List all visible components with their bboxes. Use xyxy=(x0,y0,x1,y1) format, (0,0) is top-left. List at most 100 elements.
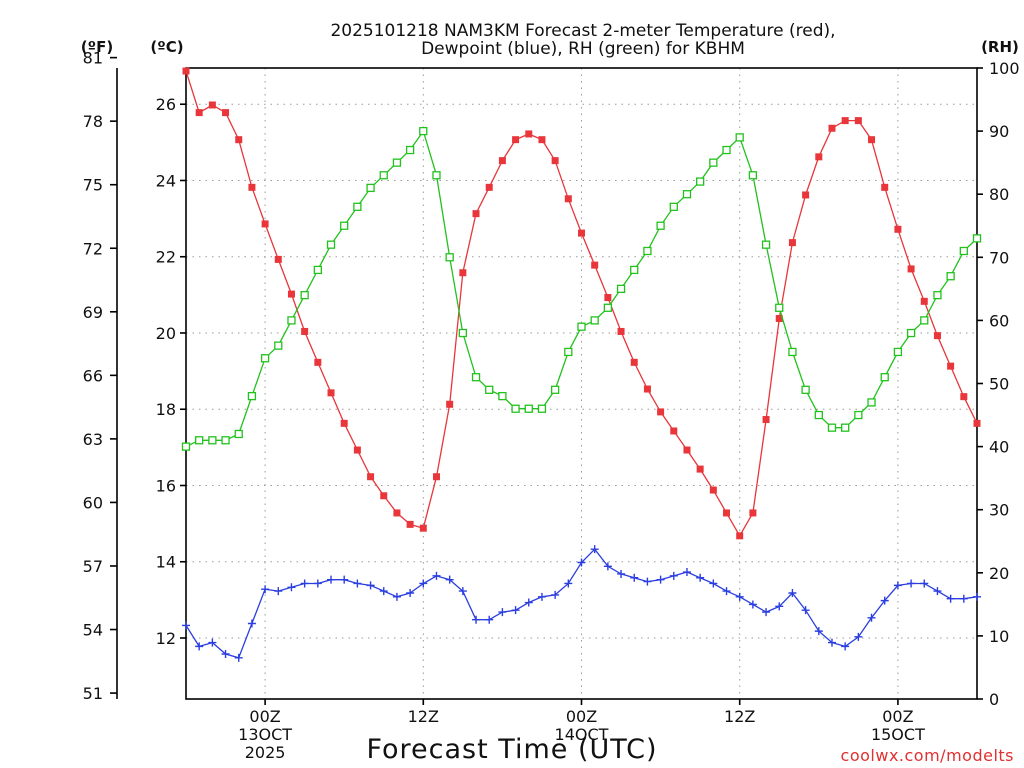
relative-humidity-point xyxy=(195,436,204,445)
2-meter-temperature-point xyxy=(762,416,770,424)
relative-humidity-point xyxy=(682,190,692,199)
2-meter-temperature-point xyxy=(195,109,203,117)
2-meter-temperature-point xyxy=(498,157,506,165)
relative-humidity-point xyxy=(946,272,955,281)
dewpoint-point xyxy=(735,592,744,601)
2-meter-temperature-point xyxy=(472,210,480,218)
2-meter-temperature-point xyxy=(564,195,572,203)
dewpoint-point xyxy=(854,632,863,641)
2-meter-temperature-point xyxy=(868,136,876,144)
dewpoint-point xyxy=(656,575,665,584)
dewpoint-point xyxy=(406,589,415,598)
rh-tick-label: 40 xyxy=(989,438,1009,457)
relative-humidity-point xyxy=(761,240,771,249)
rh-tick-label: 10 xyxy=(989,627,1009,646)
relative-humidity-point xyxy=(274,341,283,350)
2-meter-temperature-point xyxy=(380,492,388,500)
fahrenheit-tick-label: 75 xyxy=(83,176,103,195)
relative-humidity-point xyxy=(814,410,823,420)
relative-humidity-point xyxy=(722,145,731,155)
dewpoint-point xyxy=(814,627,823,636)
dewpoint-point xyxy=(366,581,375,590)
relative-humidity-point xyxy=(471,373,481,382)
time-tick-label: 12Z xyxy=(408,707,439,726)
text-layer: 2025101218 NAM3KM Forecast 2-meter Tempe… xyxy=(81,21,1019,765)
2-meter-temperature-point xyxy=(485,183,493,191)
dewpoint-point xyxy=(300,579,309,588)
fahrenheit-unit-label: (ºF) xyxy=(81,38,113,56)
dewpoint-point xyxy=(551,590,560,599)
celsius-tick-label: 12 xyxy=(156,629,176,648)
celsius-tick-label: 20 xyxy=(156,324,176,343)
rh-tick-label: 50 xyxy=(989,375,1009,394)
chart-title-line-2: Dewpoint (blue), RH (green) for KBHM xyxy=(421,39,745,59)
dewpoint-point xyxy=(498,608,507,617)
dewpoint-point xyxy=(827,638,836,647)
chart-title-line-1: 2025101218 NAM3KM Forecast 2-meter Tempe… xyxy=(330,21,835,41)
relative-humidity-point xyxy=(893,347,903,357)
relative-humidity-point xyxy=(867,398,876,407)
2-meter-temperature-point xyxy=(578,229,585,237)
2-meter-temperature-point xyxy=(301,327,309,335)
2-meter-temperature-point xyxy=(854,117,862,125)
celsius-tick-label: 16 xyxy=(156,476,176,495)
dewpoint-point xyxy=(208,638,217,647)
2-meter-temperature-point xyxy=(973,419,981,427)
2-meter-temperature-point xyxy=(617,327,625,335)
2-meter-temperature-point xyxy=(907,265,915,273)
2-meter-temperature-point xyxy=(222,109,230,117)
dewpoint-point xyxy=(946,594,955,603)
relative-humidity-point xyxy=(340,221,349,230)
2-meter-temperature-point xyxy=(841,117,849,125)
2-meter-temperature-point xyxy=(630,358,638,366)
time-tick-label: 00Z xyxy=(882,707,913,726)
relative-humidity-point xyxy=(405,145,415,155)
dewpoint-point xyxy=(261,585,270,594)
2-meter-temperature-point xyxy=(604,294,612,302)
dewpoint-point xyxy=(221,650,230,659)
relative-humidity-point xyxy=(419,126,428,136)
relative-humidity-point xyxy=(630,265,639,275)
dewpoint-series xyxy=(182,545,981,662)
rh-tick-label: 30 xyxy=(989,501,1009,520)
relative-humidity-point xyxy=(669,202,678,211)
relative-humidity-point xyxy=(590,316,599,325)
2-meter-temperature-point xyxy=(749,509,757,517)
2-meter-temperature-point xyxy=(947,362,955,370)
dewpoint-point xyxy=(801,606,810,615)
relative-humidity-point xyxy=(841,423,850,432)
dewpoint-point xyxy=(643,577,652,586)
2-meter-temperature-point xyxy=(723,509,731,517)
relative-humidity-point xyxy=(432,171,441,180)
relative-humidity-point xyxy=(326,240,336,249)
dewpoint-point xyxy=(327,575,336,584)
dewpoint-point xyxy=(247,619,256,628)
2-meter-temperature-point xyxy=(340,419,348,427)
fahrenheit-tick-label: 54 xyxy=(83,621,103,640)
dewpoint-point xyxy=(907,579,916,588)
fahrenheit-tick-label: 72 xyxy=(83,239,103,258)
2-meter-temperature-point xyxy=(551,157,559,165)
celsius-tick-label: 22 xyxy=(156,248,176,267)
2-meter-temperature-point xyxy=(683,446,691,454)
2-meter-temperature-point xyxy=(802,191,810,199)
dewpoint-point xyxy=(287,583,296,592)
2-meter-temperature-point xyxy=(591,261,599,269)
time-tick-label: 15OCT xyxy=(871,725,925,744)
rh-tick-label: 60 xyxy=(989,311,1009,330)
2-meter-temperature-point xyxy=(894,225,902,233)
fahrenheit-tick-label: 69 xyxy=(83,303,103,322)
2-meter-temperature-point xyxy=(736,532,744,540)
credit-link[interactable]: coolwx.com/modelts xyxy=(841,746,1014,765)
fahrenheit-tick-label: 51 xyxy=(83,684,103,703)
2-meter-temperature-point xyxy=(393,509,401,517)
dewpoint-point xyxy=(788,589,797,598)
2-meter-temperature-point xyxy=(248,183,256,191)
dewpoint-point xyxy=(524,598,533,607)
relative-humidity-point xyxy=(735,133,744,142)
fahrenheit-tick-label: 63 xyxy=(83,430,103,449)
dewpoint-point xyxy=(379,587,388,596)
2-meter-temperature-point xyxy=(696,465,704,473)
fahrenheit-tick-label: 81 xyxy=(83,49,103,68)
time-tick-label: 2025 xyxy=(245,743,286,762)
